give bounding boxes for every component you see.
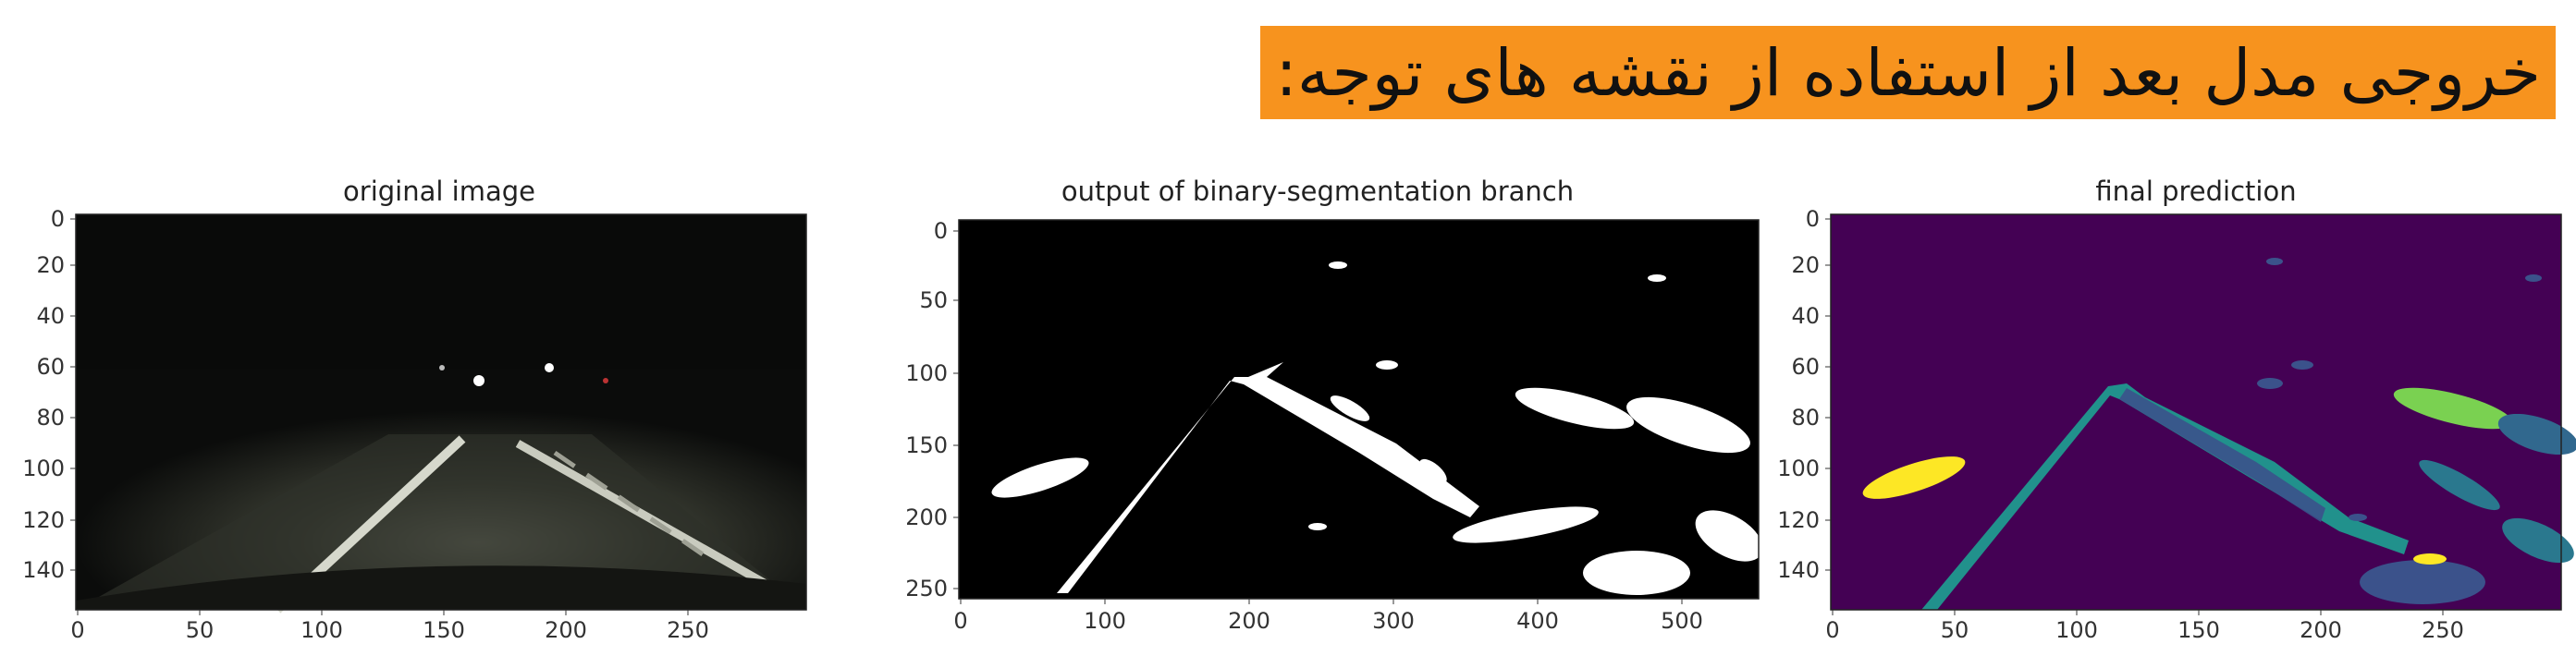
x-tick-label: 100: [1084, 608, 1126, 634]
y-tick-label: 150: [905, 432, 948, 458]
x-tick-label: 250: [2422, 617, 2464, 643]
y-tick-label: 140: [22, 557, 65, 583]
x-tick-label: 100: [301, 617, 343, 643]
y-tick-label: 60: [36, 354, 65, 380]
final-prediction-plot: 0 20 40 60 80 100 120 140 0 50 100 150 2…: [1777, 206, 2576, 643]
x-tick-label: 0: [953, 608, 967, 634]
figure-title: original image: [343, 176, 535, 207]
x-tick-label: 50: [1941, 617, 1969, 643]
y-tick-label: 40: [1791, 303, 1820, 329]
page-heading: خروجی مدل بعد از استفاده از نقشه های توج…: [1260, 26, 2556, 119]
figure-binary-segmentation: output of binary-segmentation branch: [878, 166, 1763, 656]
y-tick-label: 100: [1777, 456, 1820, 481]
figure-final-prediction: final prediction 0: [1757, 166, 2576, 656]
x-tick-label: 150: [423, 617, 465, 643]
x-tick-label: 50: [186, 617, 215, 643]
figure-title: output of binary-segmentation branch: [1061, 176, 1575, 207]
x-tick-label: 200: [545, 617, 587, 643]
figure-title: final prediction: [2095, 176, 2297, 207]
y-tick-label: 140: [1777, 557, 1820, 583]
x-tick-label: 400: [1516, 608, 1559, 634]
x-tick-label: 0: [70, 617, 84, 643]
y-axis: 0 20 40 60 80 100 120 140: [22, 206, 76, 583]
x-axis: 0 50 100 150 200 250: [70, 610, 709, 643]
y-tick-label: 20: [36, 252, 65, 278]
y-tick-label: 100: [905, 360, 948, 386]
plot-frame: [958, 219, 1760, 600]
night-road-photo: [76, 214, 806, 613]
x-tick-label: 200: [2300, 617, 2342, 643]
y-tick-label: 250: [905, 576, 948, 601]
y-tick-label: 120: [1777, 507, 1820, 533]
y-tick-label: 40: [36, 303, 65, 329]
y-tick-label: 0: [934, 218, 948, 244]
figure-original-image: original image: [0, 166, 814, 656]
original-image-plot: 0 20 40 60 80 100 120 140 0 50 100 150 2…: [22, 206, 807, 643]
x-tick-label: 500: [1661, 608, 1703, 634]
x-tick-label: 250: [667, 617, 709, 643]
y-axis: 0 20 40 60 80 100 120 140: [1777, 206, 1831, 583]
x-tick-label: 300: [1372, 608, 1415, 634]
plot-frame: [75, 213, 807, 611]
y-tick-label: 0: [1806, 206, 1820, 232]
x-tick-label: 150: [2177, 617, 2220, 643]
plot-frame: [1830, 213, 2562, 611]
y-axis: 0 50 100 150 200 250: [905, 218, 959, 601]
y-tick-label: 50: [919, 287, 948, 313]
binary-mask-image: [959, 220, 1763, 599]
instance-segmentation-image: [1831, 214, 2576, 610]
y-tick-label: 0: [51, 206, 65, 232]
y-tick-label: 120: [22, 507, 65, 533]
binary-segmentation-plot: 0 50 100 150 200 250 0 100 200 300 400 5…: [905, 218, 1763, 634]
y-tick-label: 80: [36, 405, 65, 431]
x-axis: 0 50 100 150 200 250: [1825, 610, 2464, 643]
y-tick-label: 200: [905, 504, 948, 530]
x-tick-label: 100: [2055, 617, 2098, 643]
x-tick-label: 200: [1228, 608, 1270, 634]
y-tick-label: 80: [1791, 405, 1820, 431]
y-tick-label: 60: [1791, 354, 1820, 380]
x-tick-label: 0: [1825, 617, 1839, 643]
x-axis: 0 100 200 300 400 500: [953, 599, 1703, 634]
y-tick-label: 20: [1791, 252, 1820, 278]
y-tick-label: 100: [22, 456, 65, 481]
